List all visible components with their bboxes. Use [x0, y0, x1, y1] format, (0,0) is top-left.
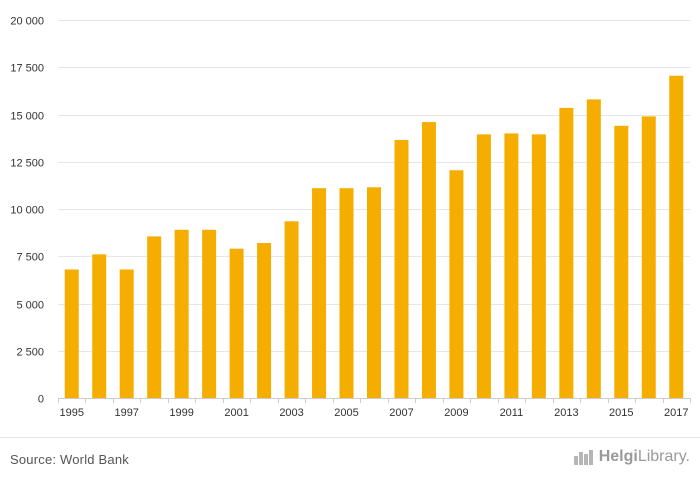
chart-footer: Source: World Bank HelgiLibrary.: [0, 437, 700, 484]
y-tick-label: 7 500: [16, 252, 44, 264]
x-tick-label: 2013: [554, 407, 578, 419]
x-tick-label: 1997: [114, 407, 138, 419]
bar: [174, 229, 189, 398]
bar: [229, 248, 244, 398]
bar: [504, 133, 519, 398]
bar: [669, 75, 684, 398]
bar: [64, 269, 79, 398]
y-tick-label: 0: [38, 394, 44, 406]
bar-chart: 0 2 500 5 000 7 500 10 000 12 500 15 000 17 500…: [10, 16, 691, 419]
x-tick-label: 2017: [664, 407, 688, 419]
bar: [641, 116, 656, 398]
y-tick-label: 15 000: [10, 111, 44, 123]
logo-text-light: Library.: [637, 448, 690, 465]
y-tick-label: 10 000: [10, 205, 44, 217]
x-tick-label: 2003: [279, 407, 303, 419]
bar: [394, 140, 409, 398]
x-tick-label: 1999: [169, 407, 193, 419]
logo-text-bold: Helgi: [598, 448, 638, 465]
bar: [449, 170, 464, 398]
bar: [339, 188, 354, 398]
x-tick-label: 2011: [500, 407, 524, 419]
y-tick-label: 2 500: [16, 347, 44, 359]
x-tick-label: 2015: [609, 407, 633, 419]
bar: [257, 243, 272, 398]
bar: [476, 134, 491, 398]
x-tick-label: 1995: [59, 407, 83, 419]
y-tick-label: 20 000: [10, 16, 44, 28]
x-tick-label: 2009: [444, 407, 468, 419]
library-buildings-icon: [573, 450, 593, 465]
y-tick-label: 12 500: [10, 158, 44, 170]
y-tick-label: 5 000: [16, 300, 44, 312]
source-note: Source: World Bank: [10, 452, 129, 467]
bar: [284, 221, 299, 398]
bar: [92, 254, 107, 398]
bar: [586, 99, 601, 398]
bar: [559, 107, 574, 398]
x-tick-label: 2005: [334, 407, 358, 419]
bar: [119, 269, 134, 398]
bar: [531, 134, 546, 398]
bar: [147, 236, 162, 398]
bar: [367, 187, 381, 398]
y-tick-label: 17 500: [10, 63, 44, 75]
bar: [614, 125, 629, 398]
x-tick-label: 2001: [224, 407, 248, 419]
x-tick-label: 2007: [389, 407, 413, 419]
logo-text: HelgiLibrary.: [599, 448, 690, 466]
bar: [421, 122, 436, 398]
bar: [202, 229, 217, 398]
bar: [312, 188, 327, 398]
helgi-library-logo[interactable]: HelgiLibrary.: [573, 448, 690, 466]
